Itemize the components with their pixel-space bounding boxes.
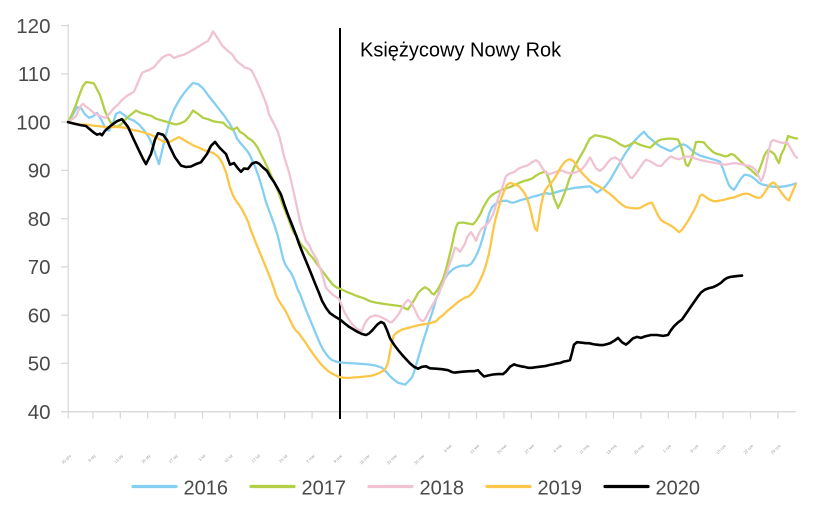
svg-text:27 kwi: 27 kwi bbox=[523, 443, 535, 455]
svg-text:30 gru: 30 gru bbox=[60, 453, 72, 465]
svg-text:120: 120 bbox=[16, 15, 50, 38]
svg-text:10 lut: 10 lut bbox=[223, 453, 234, 464]
svg-text:22 cze: 22 cze bbox=[742, 443, 754, 455]
svg-text:2018: 2018 bbox=[420, 478, 465, 500]
svg-text:15 cze: 15 cze bbox=[715, 443, 727, 455]
svg-text:6 kwi: 6 kwi bbox=[443, 443, 453, 453]
svg-text:70: 70 bbox=[28, 256, 51, 279]
svg-text:13 sty: 13 sty bbox=[113, 453, 124, 464]
svg-text:2 mar: 2 mar bbox=[305, 453, 316, 464]
svg-text:100: 100 bbox=[16, 111, 50, 134]
svg-text:27 sty: 27 sty bbox=[168, 453, 179, 464]
svg-text:2020: 2020 bbox=[656, 478, 701, 500]
svg-text:16 mar: 16 mar bbox=[358, 453, 371, 466]
svg-text:110: 110 bbox=[18, 63, 51, 86]
svg-text:50: 50 bbox=[28, 353, 51, 376]
svg-text:18 maj: 18 maj bbox=[605, 443, 617, 455]
svg-text:20 sty: 20 sty bbox=[140, 453, 151, 464]
svg-text:9 mar: 9 mar bbox=[332, 453, 343, 464]
svg-text:2016: 2016 bbox=[184, 478, 229, 500]
svg-text:25 maj: 25 maj bbox=[633, 443, 645, 455]
svg-text:20 kwi: 20 kwi bbox=[496, 443, 508, 455]
svg-text:90: 90 bbox=[28, 160, 51, 183]
svg-text:29 cze: 29 cze bbox=[770, 443, 782, 455]
svg-text:4 maj: 4 maj bbox=[552, 443, 563, 454]
svg-text:13 kwi: 13 kwi bbox=[469, 443, 481, 455]
svg-text:24 lut: 24 lut bbox=[278, 453, 289, 464]
svg-text:1 cze: 1 cze bbox=[662, 443, 673, 454]
svg-text:40: 40 bbox=[28, 401, 51, 424]
svg-text:8 cze: 8 cze bbox=[689, 443, 700, 454]
svg-text:6 sty: 6 sty bbox=[87, 453, 97, 463]
svg-text:2019: 2019 bbox=[538, 478, 583, 500]
svg-text:60: 60 bbox=[28, 305, 51, 328]
svg-text:Księżycowy Nowy Rok: Księżycowy Nowy Rok bbox=[360, 40, 562, 62]
svg-text:2017: 2017 bbox=[302, 478, 347, 500]
svg-text:80: 80 bbox=[28, 208, 51, 231]
svg-text:30 mar: 30 mar bbox=[413, 453, 426, 466]
svg-text:11 maj: 11 maj bbox=[578, 443, 590, 455]
svg-text:3 lut: 3 lut bbox=[197, 453, 207, 463]
svg-text:17 lut: 17 lut bbox=[251, 453, 262, 464]
svg-text:23 mar: 23 mar bbox=[386, 453, 399, 466]
